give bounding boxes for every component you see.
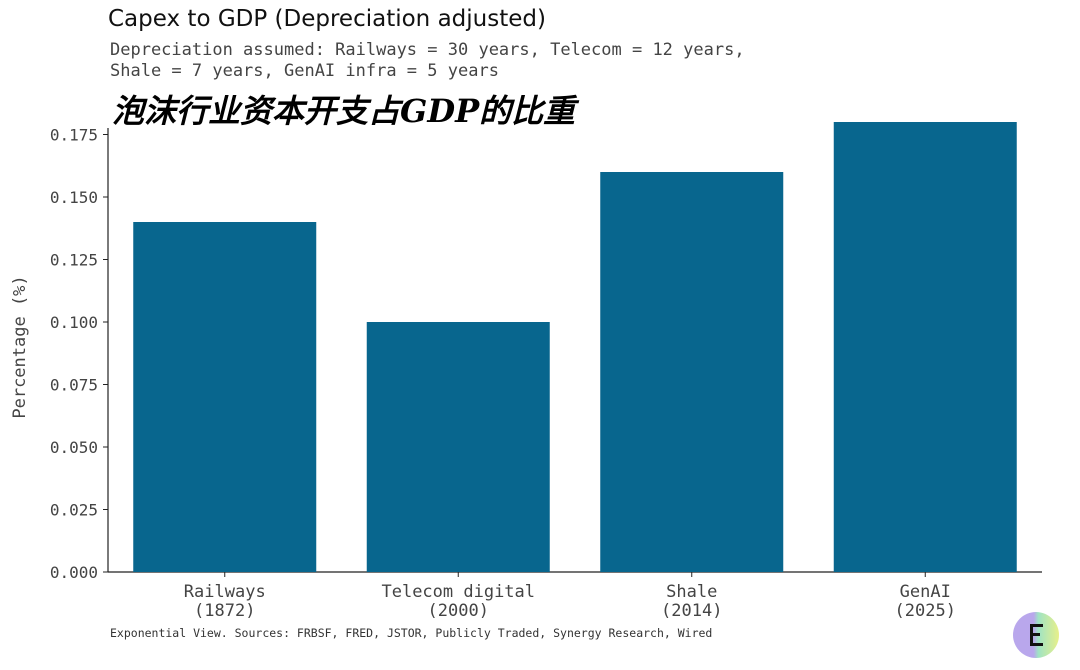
y-tick-label: 0.025 xyxy=(50,501,98,520)
chart-subtitle-line-2: Shale = 7 years, GenAI infra = 5 years xyxy=(110,61,499,81)
y-axis: 0.000 0.025 0.050 0.075 0.100 0.125 0.150 0.175 xyxy=(50,126,109,582)
x-tick-label: (2000) xyxy=(428,601,489,621)
bar xyxy=(133,222,317,572)
bars xyxy=(133,122,1017,572)
y-tick-label: 0.050 xyxy=(50,438,98,457)
x-tick-label: GenAI xyxy=(900,582,951,602)
x-tick-label: Telecom digital xyxy=(381,582,535,602)
x-tick-label: Railways xyxy=(184,582,266,602)
x-tick-label: (2014) xyxy=(661,601,722,621)
y-tick-label: 0.175 xyxy=(50,126,98,145)
y-tick-label: 0.125 xyxy=(50,251,98,270)
y-tick-label: 0.150 xyxy=(50,188,98,207)
chart-subtitle-line-1: Depreciation assumed: Railways = 30 year… xyxy=(110,40,745,60)
exponential-view-logo-icon xyxy=(1013,612,1059,658)
chinese-title: 泡沫行业资本开支占GDP的比重 xyxy=(112,92,576,130)
y-tick-label: 0.075 xyxy=(50,376,98,395)
y-tick-label: 0.000 xyxy=(50,563,98,582)
bar xyxy=(366,322,550,572)
y-tick-label: 0.100 xyxy=(50,313,98,332)
source-footnote: Exponential View. Sources: FRBSF, FRED, … xyxy=(110,626,713,640)
x-tick-label: (2025) xyxy=(895,601,956,621)
x-axis: Railways(1872) Telecom digital(2000) Shale… xyxy=(108,571,1042,621)
y-axis-label: Percentage (%) xyxy=(10,275,30,418)
x-tick-label: Shale xyxy=(666,582,717,602)
chart-title: Capex to GDP (Depreciation adjusted) xyxy=(108,6,546,32)
x-tick-label: (1872) xyxy=(194,601,255,621)
bar xyxy=(833,122,1017,572)
bar xyxy=(600,172,784,572)
